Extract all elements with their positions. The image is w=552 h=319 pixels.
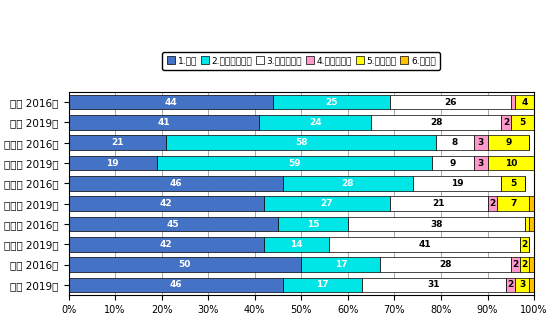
Bar — [362, 278, 506, 292]
Text: 24: 24 — [309, 118, 322, 127]
Bar — [157, 156, 432, 170]
Text: 3: 3 — [477, 138, 484, 147]
Text: 19: 19 — [107, 159, 119, 167]
Bar — [487, 136, 529, 150]
Bar — [273, 95, 390, 109]
Text: 19: 19 — [451, 179, 464, 188]
Bar — [68, 156, 157, 170]
Text: 10: 10 — [505, 159, 517, 167]
Text: 42: 42 — [160, 240, 173, 249]
Bar — [497, 197, 529, 211]
Bar — [474, 136, 487, 150]
Text: 50: 50 — [179, 260, 191, 269]
Text: 38: 38 — [430, 219, 443, 228]
Text: 9: 9 — [449, 159, 456, 167]
Text: 14: 14 — [290, 240, 303, 249]
Text: 2: 2 — [522, 240, 528, 249]
Text: 2: 2 — [508, 280, 514, 289]
Bar — [68, 278, 283, 292]
Bar — [348, 217, 525, 231]
Bar — [380, 257, 511, 272]
Text: 4: 4 — [522, 98, 528, 107]
Bar — [534, 115, 539, 130]
Text: 41: 41 — [158, 118, 170, 127]
Text: 2: 2 — [489, 199, 495, 208]
Text: 7: 7 — [510, 199, 516, 208]
Text: 21: 21 — [432, 199, 445, 208]
Bar — [259, 115, 371, 130]
Text: 46: 46 — [169, 280, 182, 289]
Bar — [166, 136, 436, 150]
Bar — [502, 176, 525, 191]
Bar — [264, 197, 390, 211]
Text: 15: 15 — [307, 219, 319, 228]
Bar — [264, 237, 329, 252]
Bar — [520, 237, 529, 252]
Bar — [534, 95, 539, 109]
Text: 3: 3 — [519, 280, 526, 289]
Text: 2: 2 — [522, 260, 528, 269]
Bar — [390, 95, 511, 109]
Text: 25: 25 — [325, 98, 338, 107]
Bar — [329, 237, 520, 252]
Bar — [520, 257, 529, 272]
Text: 42: 42 — [160, 199, 173, 208]
Bar — [68, 197, 264, 211]
Bar — [502, 115, 511, 130]
Bar — [529, 278, 534, 292]
Bar — [516, 95, 534, 109]
Text: 5: 5 — [510, 179, 516, 188]
Bar — [371, 115, 502, 130]
Text: 41: 41 — [418, 240, 431, 249]
Bar — [432, 156, 474, 170]
Bar — [68, 95, 273, 109]
Bar — [529, 217, 534, 231]
Bar — [68, 237, 264, 252]
Bar — [529, 257, 534, 272]
Text: 59: 59 — [288, 159, 301, 167]
Bar — [506, 278, 516, 292]
Text: 46: 46 — [169, 179, 182, 188]
Text: 17: 17 — [335, 260, 347, 269]
Bar — [511, 95, 516, 109]
Text: 31: 31 — [428, 280, 440, 289]
Bar — [525, 217, 529, 231]
Bar — [474, 156, 487, 170]
Bar — [283, 176, 413, 191]
Text: 21: 21 — [111, 138, 124, 147]
Text: 44: 44 — [164, 98, 177, 107]
Bar — [516, 278, 529, 292]
Bar — [487, 156, 534, 170]
Text: 3: 3 — [477, 159, 484, 167]
Bar — [511, 115, 534, 130]
Text: 58: 58 — [295, 138, 307, 147]
Text: 45: 45 — [167, 219, 179, 228]
Text: 28: 28 — [439, 260, 452, 269]
Text: 5: 5 — [519, 118, 526, 127]
Text: 17: 17 — [316, 280, 328, 289]
Bar — [436, 136, 474, 150]
Bar — [487, 197, 497, 211]
Bar — [301, 257, 380, 272]
Bar — [68, 136, 166, 150]
Legend: 1.粒剤, 2.フロアブル剤, 3.ジャンボ剤, 4.顆粒水和剤, 5.豆つぶ剤, 6.その他: 1.粒剤, 2.フロアブル剤, 3.ジャンボ剤, 4.顆粒水和剤, 5.豆つぶ剤… — [162, 52, 440, 70]
Bar — [68, 176, 283, 191]
Bar — [68, 257, 301, 272]
Bar — [529, 197, 534, 211]
Bar — [278, 217, 348, 231]
Bar — [283, 278, 362, 292]
Text: 26: 26 — [444, 98, 457, 107]
Bar — [390, 197, 487, 211]
Text: 8: 8 — [452, 138, 458, 147]
Bar — [68, 115, 259, 130]
Text: 27: 27 — [321, 199, 333, 208]
Text: 2: 2 — [503, 118, 509, 127]
Bar — [511, 257, 520, 272]
Bar — [68, 217, 278, 231]
Text: 28: 28 — [430, 118, 443, 127]
Text: 9: 9 — [505, 138, 512, 147]
Text: 28: 28 — [342, 179, 354, 188]
Bar — [413, 176, 502, 191]
Text: 2: 2 — [512, 260, 518, 269]
